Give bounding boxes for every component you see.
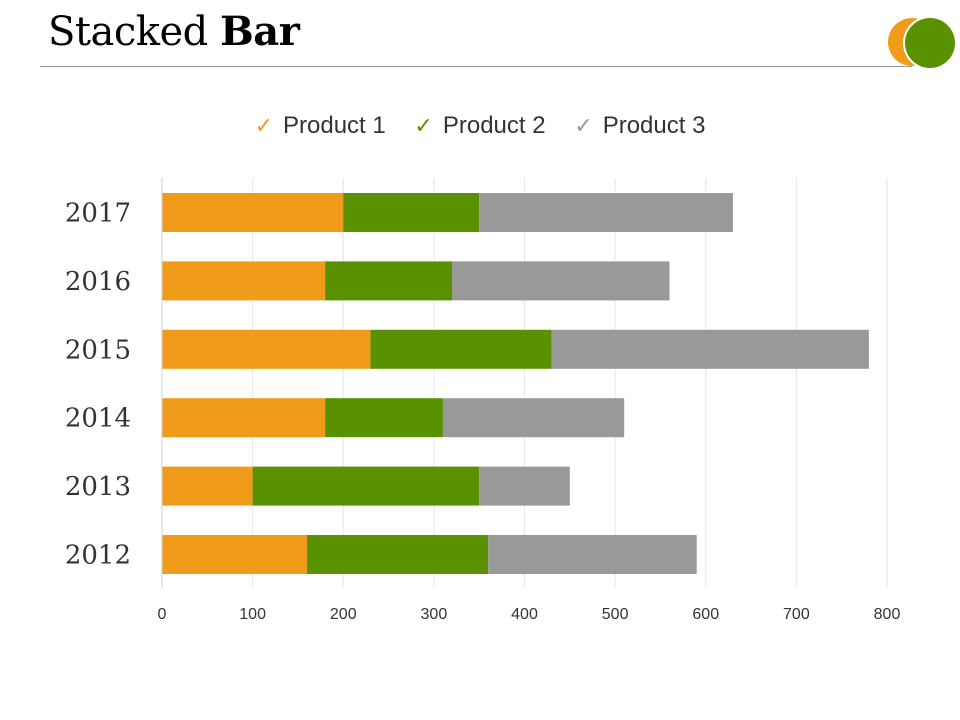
bar-2015-series-1 <box>162 329 371 369</box>
x-tick-label: 800 <box>874 606 901 623</box>
logo-circles <box>888 18 958 70</box>
legend-item-product-1: ✓ Product 1 <box>255 112 386 140</box>
bar-2013-series-2 <box>252 466 480 506</box>
title-bold: Bar <box>219 8 300 55</box>
x-tick-label: 200 <box>330 606 357 623</box>
x-tick-label: 600 <box>692 606 719 623</box>
x-tick-label: 300 <box>421 606 448 623</box>
bar-2015-series-3 <box>551 329 869 369</box>
legend-label: Product 3 <box>602 112 706 139</box>
bar-2014-series-2 <box>325 398 443 438</box>
page-title: Stacked Bar <box>48 8 300 55</box>
green-circle-icon <box>905 18 955 68</box>
check-icon: ✓ <box>414 113 433 138</box>
bar-2012-series-1 <box>162 535 307 574</box>
y-tick-label: 2015 <box>65 335 131 365</box>
bar-2017-series-1 <box>162 193 344 232</box>
legend-label: Product 1 <box>283 112 386 139</box>
legend-item-product-2: ✓ Product 2 <box>414 112 545 140</box>
title-divider <box>40 66 912 67</box>
bar-2017-series-2 <box>343 193 480 232</box>
x-tick-label: 0 <box>158 606 167 623</box>
y-tick-label: 2013 <box>65 472 131 502</box>
check-icon: ✓ <box>574 113 593 138</box>
y-tick-label: 2017 <box>65 199 131 229</box>
chart-legend: ✓ Product 1 ✓ Product 2 ✓ Product 3 <box>0 112 960 140</box>
bar-2016-series-1 <box>162 261 326 301</box>
y-tick-label: 2012 <box>65 541 131 571</box>
bar-2014-series-1 <box>162 398 326 438</box>
title-regular: Stacked <box>48 9 208 55</box>
x-tick-label: 700 <box>783 606 810 623</box>
x-tick-label: 100 <box>239 606 266 623</box>
x-tick-label: 500 <box>602 606 629 623</box>
bar-2013-series-1 <box>162 466 253 506</box>
bar-2016-series-2 <box>325 261 452 301</box>
y-tick-label: 2014 <box>65 404 131 434</box>
bar-2014-series-3 <box>442 398 625 438</box>
x-tick-label: 400 <box>511 606 538 623</box>
bar-2012-series-3 <box>488 535 697 574</box>
y-tick-label: 2016 <box>65 267 131 297</box>
bar-2012-series-2 <box>307 535 489 574</box>
legend-item-product-3: ✓ Product 3 <box>574 112 705 140</box>
bar-2013-series-3 <box>479 466 570 506</box>
bar-2017-series-3 <box>479 193 733 232</box>
bar-2016-series-3 <box>452 261 670 301</box>
check-icon: ✓ <box>254 113 273 138</box>
bar-2015-series-2 <box>370 329 552 369</box>
legend-label: Product 2 <box>442 112 546 139</box>
